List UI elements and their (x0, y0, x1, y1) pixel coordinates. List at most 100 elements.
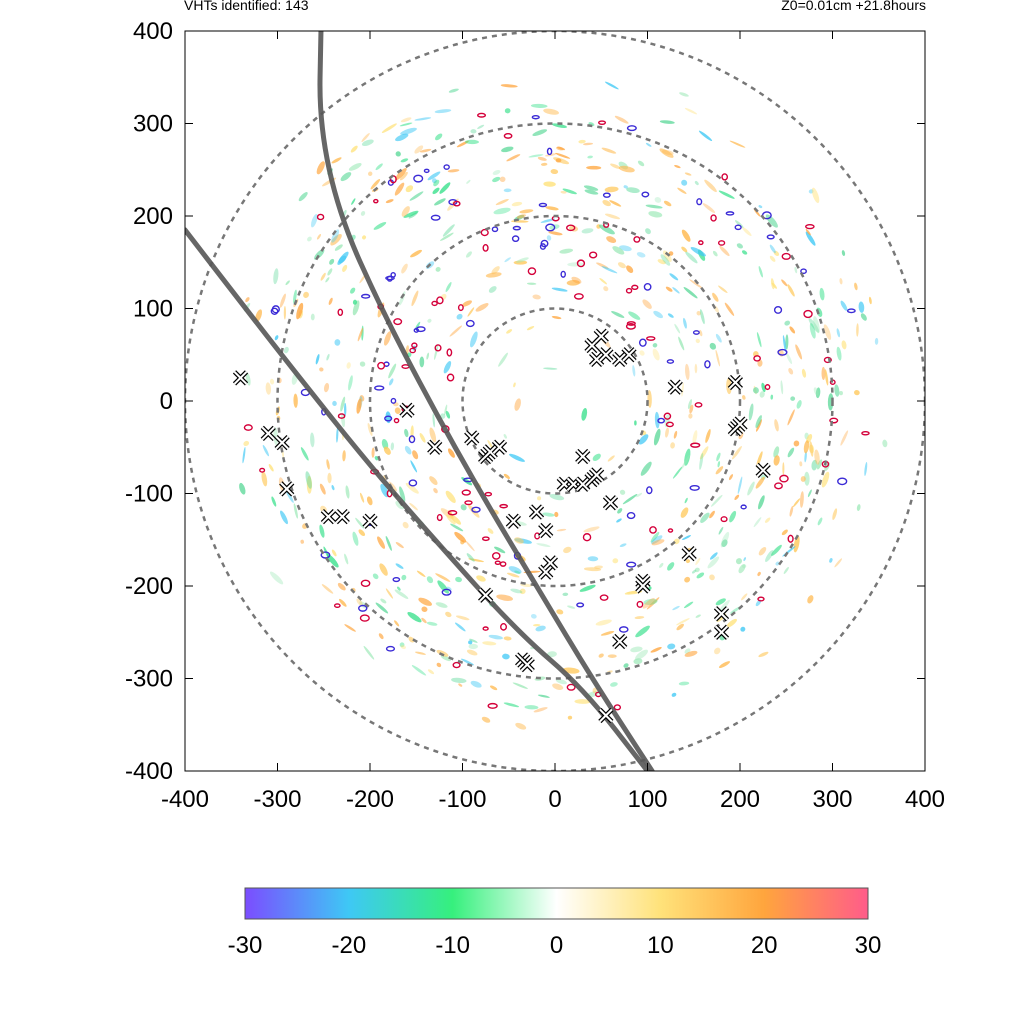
vorticity-contour (461, 489, 471, 496)
vorticity-contour (270, 307, 279, 315)
y-tick-label: -300 (125, 666, 173, 693)
vorticity-contour (689, 484, 700, 491)
vorticity-contour (443, 164, 450, 170)
field-patch (650, 531, 660, 543)
vorticity-contour (787, 534, 794, 543)
field-patch (773, 250, 780, 256)
field-patch (692, 430, 698, 445)
field-patch (707, 556, 720, 569)
field-patch (519, 588, 526, 595)
field-patch (455, 615, 470, 621)
field-patch (344, 553, 349, 565)
field-patch (411, 665, 427, 676)
field-patch (271, 496, 277, 507)
vorticity-contour (333, 603, 341, 609)
field-patch (804, 451, 807, 463)
field-patch (685, 251, 698, 264)
field-patch (503, 702, 520, 708)
vht-marker (575, 448, 591, 465)
field-patch (419, 148, 432, 153)
vht-marker (491, 439, 508, 455)
field-patch (285, 280, 290, 286)
vht-count-label: VHTs identified: 143 (184, 0, 309, 13)
vorticity-contour (393, 417, 400, 424)
vht-marker (621, 347, 637, 363)
field-patch (434, 198, 446, 206)
field-patch (460, 658, 474, 666)
field-patch (882, 439, 888, 448)
field-patch (684, 650, 698, 657)
field-patch (326, 353, 330, 361)
field-patch (614, 115, 629, 124)
vht-marker (589, 467, 605, 483)
vorticity-contour (360, 579, 371, 588)
field-patch (482, 641, 497, 646)
vht-marker (505, 513, 521, 529)
field-patch (537, 694, 550, 698)
vorticity-contour (618, 626, 629, 633)
vht-marker (713, 606, 730, 622)
field-patch (239, 482, 246, 495)
field-patch (815, 387, 821, 399)
vht-marker (593, 328, 609, 344)
field-patch (466, 179, 471, 184)
field-patch (401, 574, 407, 581)
vorticity-contour (534, 532, 541, 540)
field-patch (799, 461, 803, 467)
field-patch (809, 441, 814, 457)
vorticity-contour (491, 552, 501, 560)
vht-marker (713, 624, 730, 640)
field-patch (684, 448, 691, 466)
y-tick-label: -100 (125, 481, 173, 508)
field-patch (450, 514, 462, 525)
field-patch (419, 356, 425, 368)
vorticity-contour (431, 300, 438, 307)
field-patch (498, 352, 508, 367)
field-patch (450, 523, 464, 532)
field-patch (465, 251, 472, 258)
field-patch (503, 188, 512, 193)
field-patch (801, 368, 807, 378)
field-patch (404, 445, 412, 455)
field-patch (446, 514, 456, 525)
field-patch (735, 558, 743, 565)
field-patch (646, 597, 660, 610)
field-patch (601, 266, 618, 274)
vorticity-contour (777, 348, 788, 356)
field-patch (449, 325, 463, 337)
field-patch (492, 176, 501, 183)
vorticity-contour (704, 360, 711, 369)
field-patch (432, 413, 435, 428)
field-patch (337, 582, 346, 591)
field-patch (516, 214, 526, 219)
field-patch (503, 473, 510, 480)
field-patch (380, 483, 389, 498)
field-patch (582, 142, 594, 146)
field-patch (360, 211, 366, 216)
vorticity-contour (436, 296, 444, 305)
field-patch (684, 601, 694, 609)
field-patch (379, 563, 388, 576)
field-patch (405, 482, 419, 494)
field-patch (804, 471, 810, 486)
field-patch (788, 367, 794, 375)
field-patch (840, 300, 848, 311)
vht-marker (598, 347, 614, 363)
field-patch (331, 157, 342, 164)
field-patch (681, 535, 692, 541)
field-patch (556, 146, 566, 151)
field-patch (399, 171, 408, 181)
vht-marker (464, 430, 480, 446)
field-patch (700, 512, 710, 523)
field-patch (712, 292, 719, 302)
field-patch (448, 88, 459, 93)
field-patch (454, 622, 466, 632)
field-patch (506, 572, 520, 578)
field-patch (683, 286, 698, 299)
field-patch (795, 344, 803, 360)
field-patch (454, 531, 467, 543)
field-patch (780, 380, 784, 395)
field-patch (761, 382, 766, 393)
field-patch (470, 331, 478, 348)
field-patch (371, 447, 375, 458)
